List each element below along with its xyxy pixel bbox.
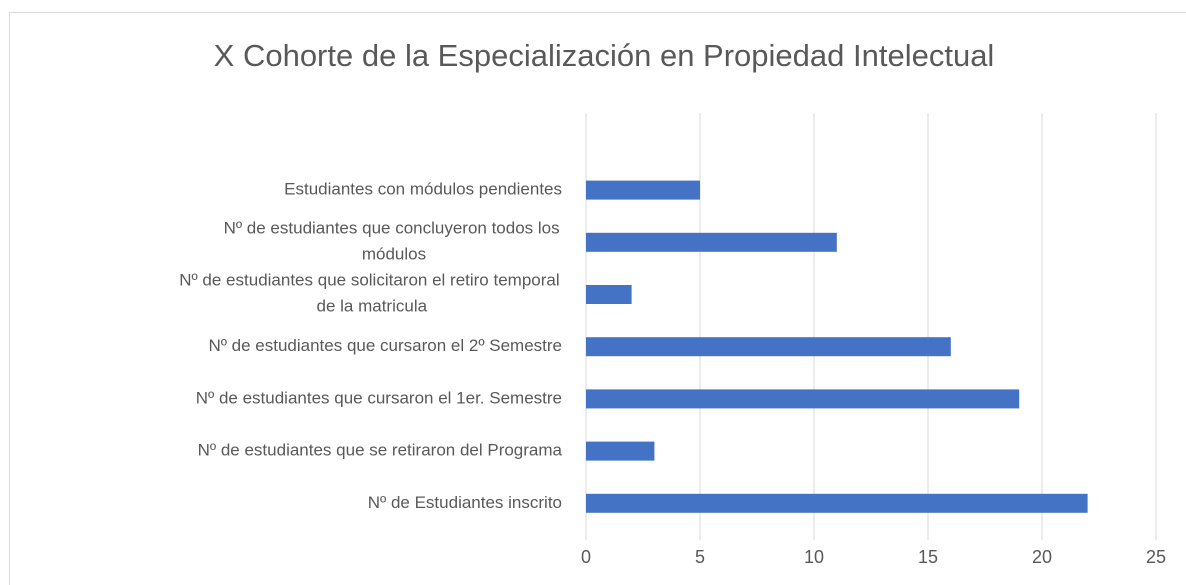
y-tick-label: Nº de estudiantes que cursaron el 1er. S… xyxy=(196,388,562,407)
x-tick-label: 25 xyxy=(1146,547,1166,567)
bar xyxy=(586,180,700,200)
x-tick-label: 15 xyxy=(918,547,938,567)
bar xyxy=(586,493,1088,513)
bar xyxy=(586,389,1020,409)
x-tick-label: 20 xyxy=(1032,547,1052,567)
chart-title: X Cohorte de la Especialización en Propi… xyxy=(214,38,995,73)
y-tick-label: Estudiantes con módulos pendientes xyxy=(284,180,562,199)
y-tick-label: Nº de estudiantes que cursaron el 2º Sem… xyxy=(208,336,562,355)
x-tick-label: 10 xyxy=(804,547,824,567)
bar xyxy=(586,285,632,304)
bar xyxy=(586,441,655,461)
y-tick-label: Nº de estudiantes que solicitaron el ret… xyxy=(179,271,564,316)
bar xyxy=(586,232,837,252)
x-tick-label: 0 xyxy=(581,547,591,567)
y-tick-label: Nº de estudiantes que concluyeron todos … xyxy=(224,219,565,264)
y-tick-label: Nº de estudiantes que se retiraron del P… xyxy=(198,441,563,460)
x-tick-label: 5 xyxy=(695,547,705,567)
y-tick-label: Nº de Estudiantes inscrito xyxy=(368,493,562,512)
bar xyxy=(586,337,951,357)
